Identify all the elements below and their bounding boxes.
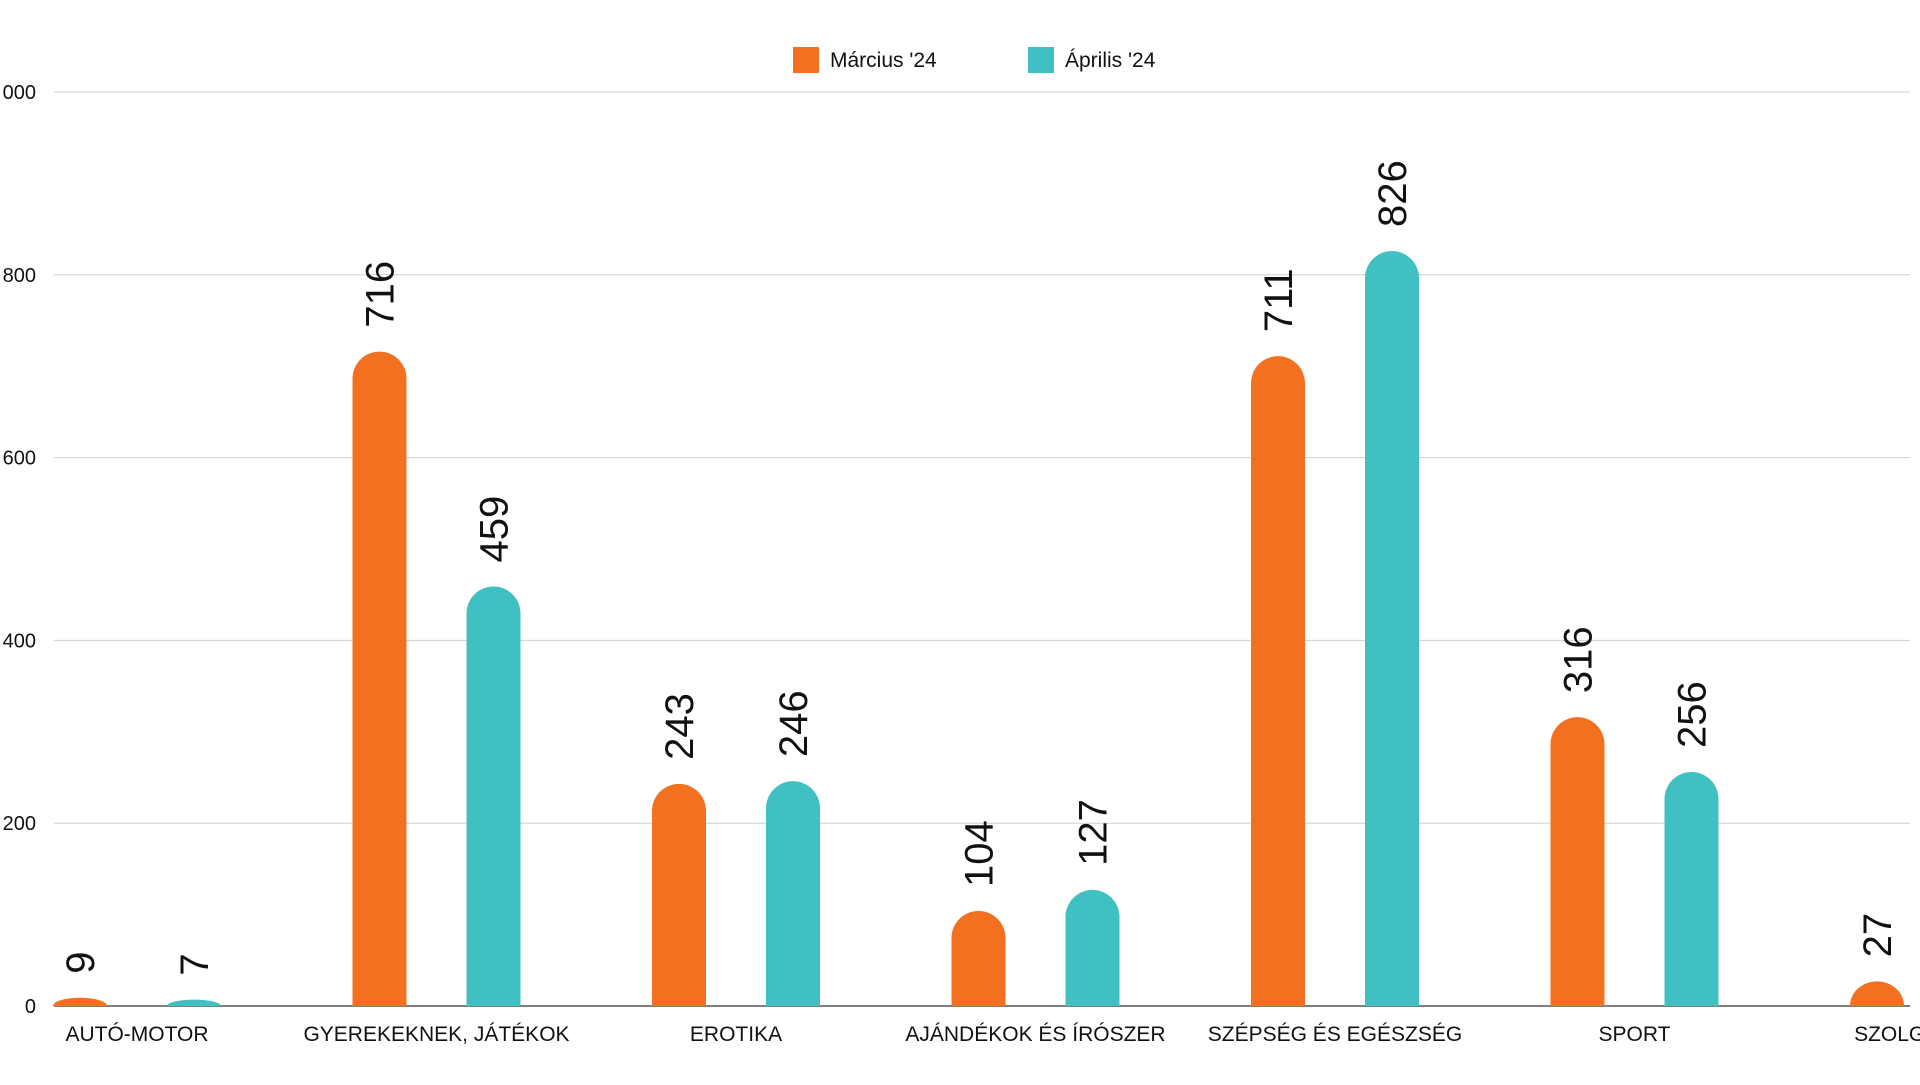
data-label: 826: [1371, 160, 1415, 227]
bar-marcius: [352, 351, 407, 1006]
x-category-label: AUTÓ-MOTOR: [65, 1023, 208, 1046]
data-label: 9: [59, 952, 103, 974]
bar-marcius: [951, 910, 1006, 1006]
y-axis-ticks: 0 200 400 600 800 000: [3, 82, 36, 1018]
y-tick-label: 400: [3, 630, 36, 652]
x-category-label: EROTIKA: [690, 1023, 782, 1046]
data-label: 127: [1072, 799, 1116, 866]
data-label: 716: [359, 261, 403, 328]
y-tick-label: 600: [3, 448, 36, 470]
data-label: 459: [473, 496, 517, 563]
bar-aprilis: [1664, 772, 1719, 1006]
bar-aprilis: [1065, 889, 1120, 1006]
bar-aprilis: [766, 781, 820, 1006]
legend-swatch: [793, 47, 819, 73]
y-tick-label: 200: [3, 813, 36, 835]
x-category-label: AJÁNDÉKOK ÉS ÍRÓSZER: [905, 1023, 1165, 1046]
x-axis-categories: AUTÓ-MOTOR GYEREKEKNEK, JÁTÉKOK EROTIKA AJÁ…: [65, 1023, 1920, 1046]
y-tick-label: 000: [3, 82, 36, 104]
x-category-label: SPORT: [1599, 1023, 1671, 1046]
x-category-label: SZÉPSÉG ÉS EGÉSZSÉG: [1208, 1023, 1462, 1046]
legend-swatch: [1028, 47, 1054, 73]
x-category-label: GYEREKEKNEK, JÁTÉKOK: [303, 1023, 569, 1046]
data-label: 104: [958, 820, 1002, 887]
data-labels: 977164592432461041277118263162562717: [59, 160, 1900, 975]
legend-label: Április '24: [1065, 49, 1156, 72]
bar-marcius: [652, 783, 706, 1006]
bar-aprilis: [167, 999, 221, 1006]
y-tick-label: 800: [3, 265, 36, 287]
bar-marcius: [1251, 356, 1305, 1006]
legend: Március '24 Április '24: [793, 47, 1156, 73]
data-label: 256: [1671, 681, 1715, 748]
data-label: 246: [772, 690, 816, 757]
bar-aprilis: [466, 586, 521, 1006]
bar-marcius: [53, 997, 107, 1006]
data-label: 243: [658, 693, 702, 760]
bar-marcius: [1550, 717, 1605, 1006]
data-label: 316: [1557, 626, 1601, 693]
data-label: 711: [1257, 268, 1301, 332]
bar-aprilis: [1365, 251, 1419, 1006]
y-tick-label: 0: [25, 996, 36, 1018]
data-label: 27: [1856, 913, 1900, 958]
data-label: 7: [173, 953, 217, 975]
bars: [53, 251, 1904, 1006]
bar-marcius: [1850, 981, 1904, 1006]
x-category-label: SZOLGÁLTATÁS: [1854, 1023, 1920, 1046]
legend-label: Március '24: [830, 49, 937, 72]
